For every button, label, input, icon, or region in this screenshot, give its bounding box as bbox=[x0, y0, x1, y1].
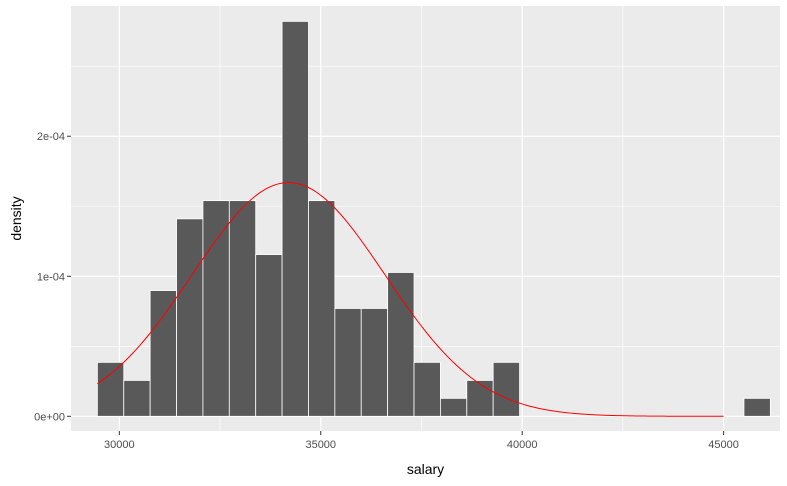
histogram-bar bbox=[440, 397, 468, 417]
y-tick-label: 2e-04 bbox=[37, 131, 65, 143]
x-tick-label: 30000 bbox=[104, 439, 135, 451]
histogram-bar bbox=[96, 361, 125, 417]
x-tick-label: 45000 bbox=[708, 439, 739, 451]
y-tick-label: 0e+00 bbox=[34, 411, 65, 423]
x-axis-title: salary bbox=[407, 461, 444, 477]
histogram-bar bbox=[466, 380, 494, 417]
y-axis-title: density bbox=[8, 196, 24, 240]
y-tick-label: 1e-04 bbox=[37, 271, 65, 283]
histogram-bar bbox=[743, 397, 771, 417]
x-tick-label: 35000 bbox=[305, 439, 336, 451]
density-curve bbox=[97, 182, 724, 417]
histogram-bar bbox=[202, 200, 230, 417]
histogram-bar bbox=[360, 308, 389, 417]
histogram-bar bbox=[255, 254, 283, 417]
y-axis-ticks: 0e+00 1e-04 2e-04 bbox=[34, 131, 71, 423]
histogram-bar bbox=[228, 200, 257, 417]
histogram-bar bbox=[149, 290, 177, 417]
histogram-bars bbox=[96, 21, 771, 417]
histogram-bar bbox=[281, 21, 309, 417]
x-tick-label: 40000 bbox=[507, 439, 538, 451]
histogram-bar bbox=[413, 361, 441, 417]
histogram-bar bbox=[334, 308, 362, 417]
x-axis-ticks: 30000 35000 40000 45000 bbox=[104, 431, 739, 451]
histogram-bar bbox=[308, 200, 336, 417]
histogram-bar bbox=[176, 218, 204, 417]
histogram-bar bbox=[123, 380, 151, 417]
histogram-bar bbox=[492, 361, 520, 417]
histogram-bar bbox=[387, 272, 415, 417]
